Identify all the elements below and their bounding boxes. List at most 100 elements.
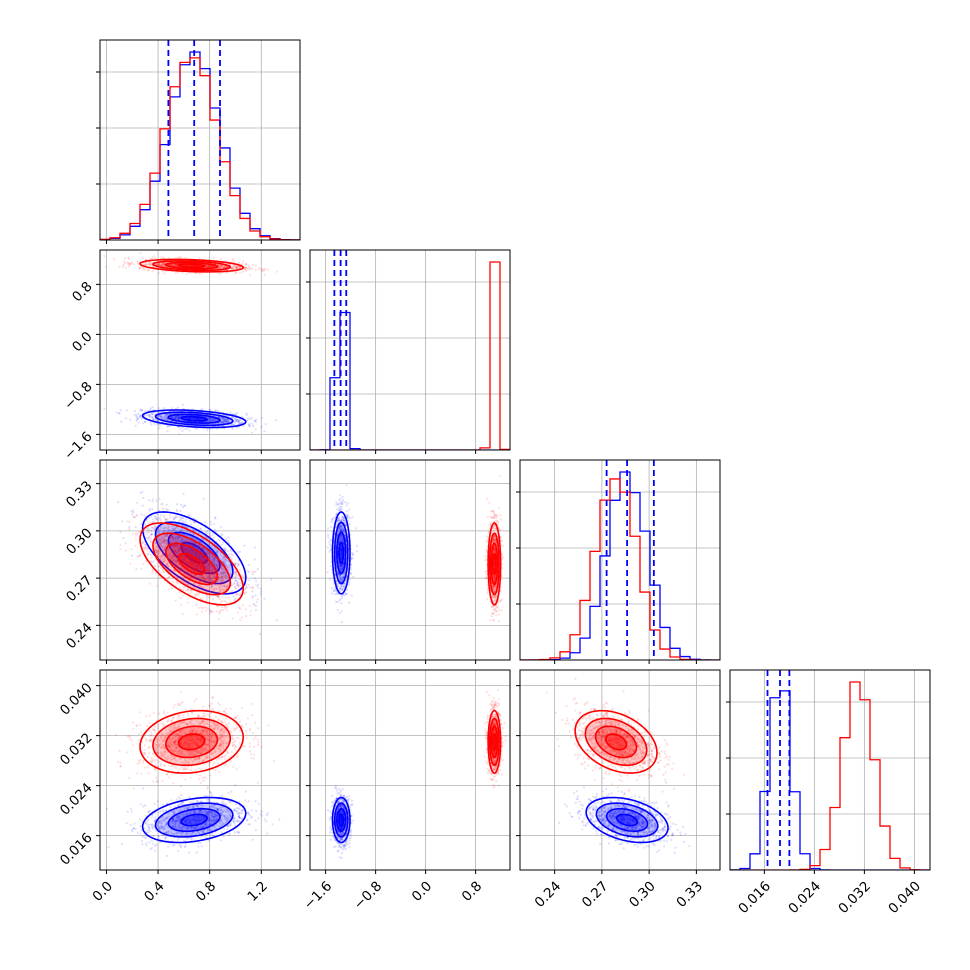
scatter-point — [262, 270, 265, 273]
scatter-point — [191, 561, 195, 564]
scatter-point — [247, 423, 250, 426]
scatter-point — [142, 563, 145, 566]
scatter-point — [174, 599, 177, 602]
scatter-point — [219, 609, 222, 612]
scatter-point — [214, 548, 217, 551]
scatter-point — [231, 554, 234, 557]
scatter-point — [340, 602, 343, 605]
scatter-point — [141, 408, 144, 412]
scatter-point — [139, 408, 142, 411]
scatter-point — [216, 263, 220, 266]
scatter-point — [158, 262, 161, 265]
scatter-point — [119, 531, 122, 534]
contour-line — [141, 409, 247, 429]
scatter-point — [235, 419, 238, 422]
scatter-point — [254, 420, 257, 424]
scatter-point — [263, 597, 266, 600]
scatter-point — [216, 543, 220, 546]
scatter-point — [236, 554, 239, 557]
scatter-point — [151, 406, 155, 409]
scatter-point — [188, 417, 191, 420]
scatter-point — [124, 417, 127, 420]
scatter-point — [193, 521, 196, 524]
scatter-point — [222, 421, 225, 424]
scatter-point — [196, 418, 199, 421]
scatter-point — [233, 562, 236, 565]
scatter-point — [237, 420, 240, 423]
scatter-point — [252, 263, 255, 266]
scatter-point — [159, 415, 162, 418]
scatter-point — [170, 416, 174, 419]
scatter-point — [177, 416, 181, 419]
scatter-point — [96, 411, 98, 413]
scatter-point — [222, 419, 225, 422]
scatter-point — [221, 596, 224, 599]
scatter-point — [168, 587, 171, 590]
scatter-point — [220, 265, 223, 268]
scatter-point — [221, 608, 224, 612]
scatter-point — [152, 418, 155, 421]
scatter-point — [230, 556, 233, 559]
scatter-point — [239, 607, 242, 611]
scatter-point — [346, 513, 349, 517]
contour-line — [167, 413, 221, 424]
scatter-point — [175, 263, 178, 267]
scatter-point — [161, 262, 164, 266]
scatter-point — [118, 412, 121, 415]
scatter-point — [234, 571, 237, 574]
scatter-point — [252, 570, 256, 573]
scatter-point — [143, 268, 146, 271]
scatter-point — [147, 536, 150, 539]
scatter-point — [229, 548, 232, 552]
scatter-point — [207, 417, 210, 420]
scatter-point — [248, 579, 251, 582]
scatter-point — [150, 423, 153, 426]
scatter-point — [226, 420, 229, 423]
scatter-point — [173, 416, 176, 419]
scatter-point — [162, 516, 166, 519]
scatter-point — [176, 417, 179, 420]
scatter-point — [151, 412, 154, 415]
y-tick-label: 0.0 — [69, 329, 96, 356]
scatter-point — [156, 513, 159, 516]
scatter-point — [231, 267, 234, 270]
scatter-point — [172, 538, 175, 541]
scatter-point — [158, 424, 161, 427]
scatter-point — [236, 267, 239, 270]
scatter-point — [206, 429, 209, 432]
scatter-point — [127, 257, 131, 260]
scatter-point — [256, 567, 259, 571]
scatter-point — [135, 418, 139, 421]
scatter-point — [165, 529, 168, 533]
scatter-point — [210, 418, 213, 421]
scatter-point — [245, 586, 249, 589]
scatter-point — [161, 541, 164, 545]
scatter-point — [251, 422, 254, 425]
scatter-point — [208, 265, 211, 269]
scatter-point — [226, 565, 229, 569]
scatter-point — [206, 265, 209, 269]
scatter-point — [182, 504, 186, 507]
scatter-point — [148, 413, 151, 417]
scatter-point — [207, 417, 210, 420]
scatter-point — [274, 419, 277, 422]
scatter-point — [122, 536, 125, 540]
panel-1-1 — [306, 249, 511, 454]
scatter-point — [171, 587, 174, 590]
scatter-point — [123, 260, 126, 263]
scatter-point — [243, 568, 246, 571]
scatter-point — [218, 611, 221, 615]
scatter-point — [167, 529, 170, 532]
scatter-point — [216, 409, 219, 412]
scatter-point — [166, 508, 169, 511]
scatter-point — [200, 606, 203, 609]
scatter-point — [196, 592, 199, 595]
scatter-point — [131, 513, 134, 516]
scatter-point — [220, 543, 223, 547]
scatter-point — [218, 416, 221, 419]
scatter-point — [171, 535, 174, 538]
scatter-point — [231, 577, 234, 580]
scatter-point — [174, 263, 178, 266]
scatter-point — [165, 414, 169, 417]
scatter-point — [251, 431, 254, 434]
